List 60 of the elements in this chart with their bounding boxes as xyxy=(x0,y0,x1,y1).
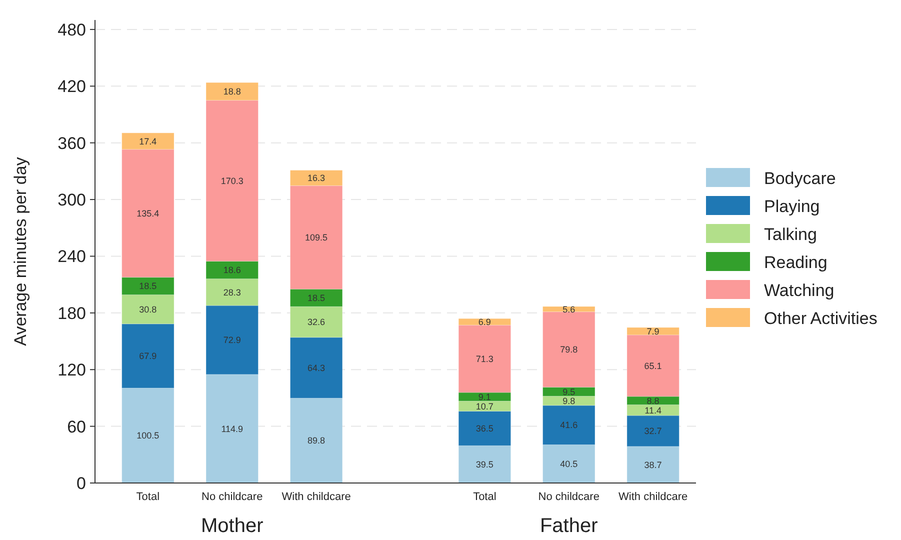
data-label: 36.5 xyxy=(476,424,494,434)
y-tick-label: 300 xyxy=(58,190,86,210)
y-tick-label: 180 xyxy=(58,304,86,323)
data-label: 71.3 xyxy=(476,354,494,364)
x-tick-label: Total xyxy=(136,491,160,503)
data-label: 9.1 xyxy=(478,392,491,402)
legend-label: Bodycare xyxy=(764,168,836,188)
data-label: 32.7 xyxy=(644,426,662,436)
data-label: 39.5 xyxy=(476,459,494,470)
data-label: 9.5 xyxy=(562,386,576,397)
data-label: 7.9 xyxy=(646,326,660,336)
data-label: 28.3 xyxy=(223,287,241,298)
data-label: 67.9 xyxy=(139,351,157,362)
data-label: 40.5 xyxy=(560,459,578,470)
y-tick-label: 0 xyxy=(76,474,86,493)
y-tick-label: 360 xyxy=(58,134,86,153)
x-tick-label: No childcare xyxy=(538,491,600,503)
data-label: 5.6 xyxy=(562,304,576,314)
data-label: 8.8 xyxy=(646,396,660,406)
data-label: 41.6 xyxy=(560,420,578,430)
x-tick-label: No childcare xyxy=(202,491,263,503)
text: Mother xyxy=(201,515,264,537)
data-label: 89.8 xyxy=(308,436,326,446)
data-label: 64.3 xyxy=(308,362,326,373)
data-label: 109.5 xyxy=(305,232,328,243)
y-tick-label: 240 xyxy=(58,247,86,266)
data-label: 11.4 xyxy=(644,405,662,416)
data-label: 18.5 xyxy=(139,281,157,292)
data-label: 17.4 xyxy=(139,136,157,146)
data-label: 38.7 xyxy=(644,460,662,470)
y-tick-label: 60 xyxy=(67,417,86,436)
data-label: 114.9 xyxy=(221,424,244,434)
data-label: 30.8 xyxy=(139,304,157,314)
data-label: 9.8 xyxy=(562,396,576,406)
legend-label: Talking xyxy=(764,224,817,244)
legend-label: Playing xyxy=(764,196,820,216)
x-tick-label: With childcare xyxy=(282,491,351,503)
data-label: 72.9 xyxy=(223,335,241,346)
data-label: 6.9 xyxy=(478,317,491,327)
x-tick-label: Total xyxy=(473,491,496,503)
data-label: 65.1 xyxy=(644,360,662,371)
data-label: 10.7 xyxy=(476,401,494,412)
y-tick-label: 480 xyxy=(58,20,86,40)
data-label: 79.8 xyxy=(560,344,578,355)
data-label: 32.6 xyxy=(308,317,326,328)
text: Father xyxy=(540,515,598,537)
x-tick-label: With childcare xyxy=(618,491,688,503)
data-label: 170.3 xyxy=(220,176,244,186)
data-label: 16.3 xyxy=(308,173,326,184)
legend-label: Watching xyxy=(764,280,834,300)
data-label: 18.6 xyxy=(223,265,241,276)
data-label: 18.5 xyxy=(308,292,326,303)
y-tick-label: 420 xyxy=(58,77,86,96)
legend-label: Reading xyxy=(764,252,828,272)
y-axis-title: Average minutes per day xyxy=(11,156,30,346)
data-label: 18.8 xyxy=(223,86,241,97)
data-label: 135.4 xyxy=(136,208,160,218)
legend-label: Other Activities xyxy=(764,308,878,328)
y-tick-label: 120 xyxy=(58,360,86,380)
data-label: 100.5 xyxy=(136,430,160,441)
